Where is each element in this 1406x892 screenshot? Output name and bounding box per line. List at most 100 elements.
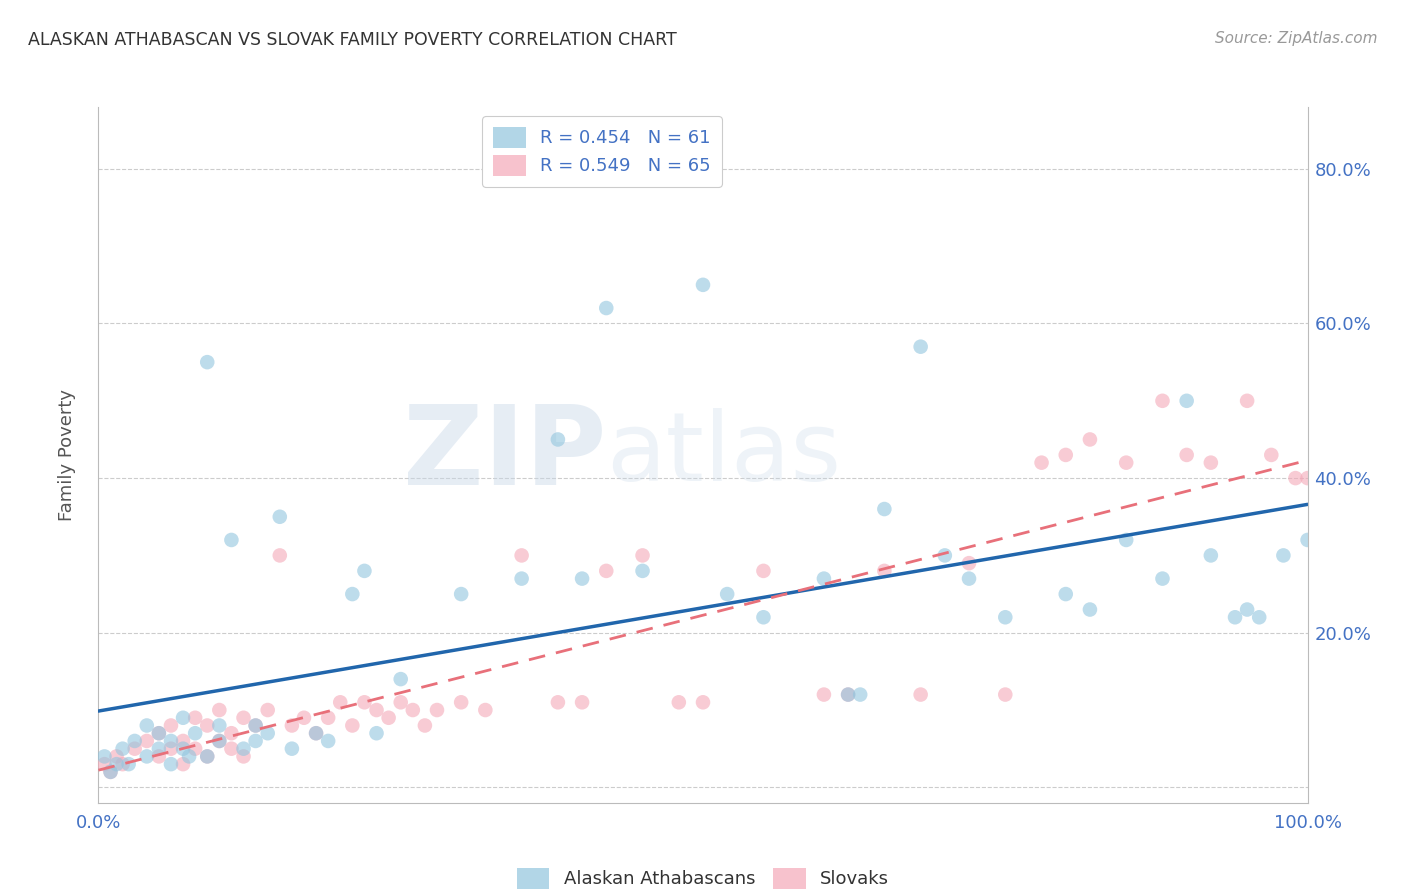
Point — [195, 749, 218, 764]
Point — [221, 741, 243, 756]
Point — [105, 749, 128, 764]
Point — [1175, 448, 1198, 462]
Point — [100, 764, 122, 779]
Point — [934, 549, 956, 563]
Point — [813, 572, 835, 586]
Point — [221, 533, 243, 547]
Point — [93, 757, 115, 772]
Point — [957, 556, 980, 570]
Point — [377, 711, 399, 725]
Point — [172, 741, 194, 756]
Point — [873, 564, 896, 578]
Point — [232, 741, 254, 756]
Point — [124, 734, 146, 748]
Point — [316, 734, 339, 748]
Point — [994, 610, 1017, 624]
Point — [366, 726, 388, 740]
Point — [111, 757, 134, 772]
Point — [837, 688, 859, 702]
Point — [1284, 471, 1306, 485]
Point — [1152, 393, 1174, 408]
Point — [329, 695, 352, 709]
Point — [93, 749, 115, 764]
Point — [910, 340, 932, 354]
Point — [208, 734, 231, 748]
Point — [752, 564, 775, 578]
Point — [813, 688, 835, 702]
Point — [160, 718, 183, 732]
Point — [256, 703, 278, 717]
Point — [450, 587, 472, 601]
Point — [366, 703, 388, 717]
Point — [1236, 393, 1258, 408]
Point — [316, 711, 339, 725]
Point — [849, 688, 872, 702]
Point — [172, 757, 194, 772]
Point — [148, 726, 170, 740]
Point — [245, 718, 267, 732]
Point — [135, 718, 157, 732]
Point — [160, 757, 183, 772]
Point — [837, 688, 859, 702]
Point — [208, 734, 231, 748]
Point — [305, 726, 328, 740]
Point — [1272, 549, 1295, 563]
Point — [1296, 533, 1319, 547]
Point — [135, 734, 157, 748]
Point — [148, 741, 170, 756]
Point — [1115, 533, 1137, 547]
Point — [571, 695, 593, 709]
Point — [245, 734, 267, 748]
Point — [631, 549, 654, 563]
Point — [105, 757, 128, 772]
Point — [245, 718, 267, 732]
Point — [208, 718, 231, 732]
Text: ALASKAN ATHABASCAN VS SLOVAK FAMILY POVERTY CORRELATION CHART: ALASKAN ATHABASCAN VS SLOVAK FAMILY POVE… — [28, 31, 676, 49]
Point — [1199, 456, 1222, 470]
Point — [269, 509, 291, 524]
Point — [135, 749, 157, 764]
Point — [1260, 448, 1282, 462]
Point — [510, 572, 533, 586]
Point — [184, 741, 207, 756]
Point — [595, 301, 617, 315]
Point — [389, 672, 412, 686]
Point — [172, 734, 194, 748]
Point — [160, 741, 183, 756]
Point — [692, 695, 714, 709]
Point — [1249, 610, 1271, 624]
Point — [124, 741, 146, 756]
Point — [873, 502, 896, 516]
Point — [179, 749, 201, 764]
Point — [1078, 602, 1101, 616]
Text: ZIP: ZIP — [404, 401, 606, 508]
Point — [1054, 587, 1077, 601]
Point — [910, 688, 932, 702]
Point — [221, 726, 243, 740]
Point — [111, 741, 134, 756]
Point — [195, 718, 218, 732]
Point — [1223, 610, 1246, 624]
Point — [195, 355, 218, 369]
Point — [571, 572, 593, 586]
Point — [305, 726, 328, 740]
Point — [1054, 448, 1077, 462]
Point — [148, 726, 170, 740]
Point — [118, 757, 141, 772]
Point — [1175, 393, 1198, 408]
Point — [1199, 549, 1222, 563]
Legend: Alaskan Athabascans, Slovaks: Alaskan Athabascans, Slovaks — [509, 861, 897, 892]
Point — [172, 711, 194, 725]
Point — [631, 564, 654, 578]
Point — [256, 726, 278, 740]
Point — [232, 749, 254, 764]
Point — [100, 764, 122, 779]
Point — [668, 695, 690, 709]
Point — [208, 703, 231, 717]
Point — [184, 711, 207, 725]
Point — [160, 734, 183, 748]
Point — [269, 549, 291, 563]
Point — [752, 610, 775, 624]
Point — [595, 564, 617, 578]
Point — [426, 703, 449, 717]
